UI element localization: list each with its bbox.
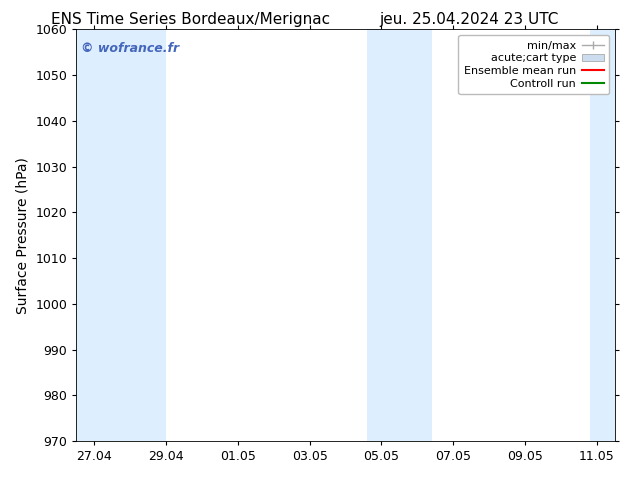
Text: ENS Time Series Bordeaux/Merignac: ENS Time Series Bordeaux/Merignac [51,12,330,27]
Bar [367,29,432,441]
Bar [76,29,166,441]
Text: © wofrance.fr: © wofrance.fr [81,42,179,55]
Text: jeu. 25.04.2024 23 UTC: jeu. 25.04.2024 23 UTC [380,12,559,27]
Bar [590,29,615,441]
Y-axis label: Surface Pressure (hPa): Surface Pressure (hPa) [16,157,30,314]
Legend: min/max, acute;cart type, Ensemble mean run, Controll run: min/max, acute;cart type, Ensemble mean … [458,35,609,95]
